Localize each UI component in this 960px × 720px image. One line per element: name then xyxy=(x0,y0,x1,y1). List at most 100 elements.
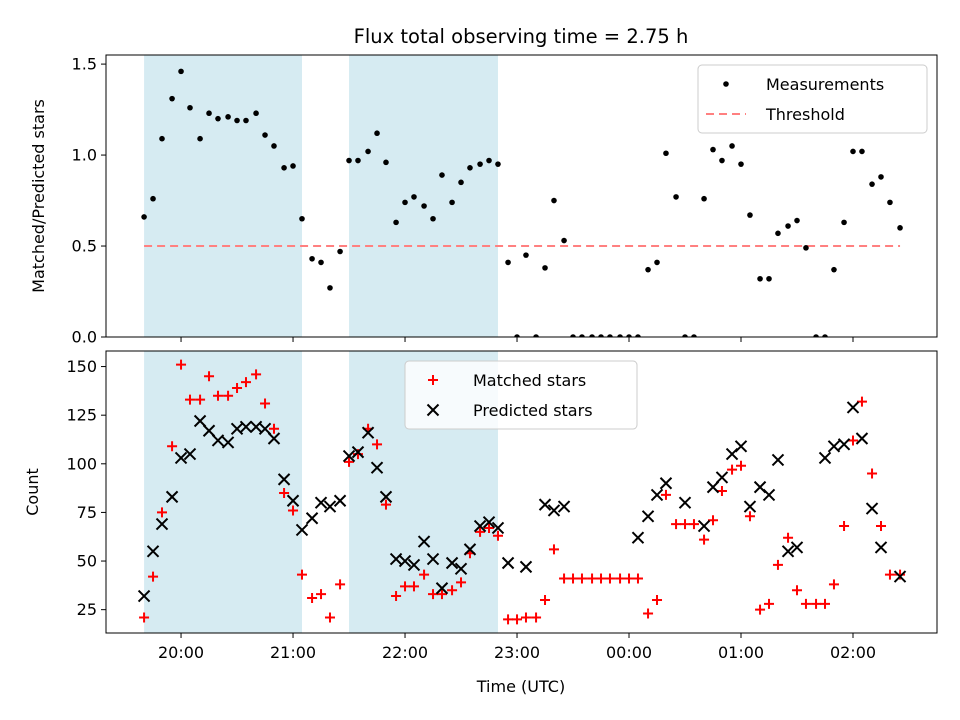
top-point-0-39 xyxy=(505,259,511,266)
bottom-legend-label-1: Predicted stars xyxy=(473,401,593,420)
top-point-0-37 xyxy=(486,157,492,164)
bottom-point-1-2 xyxy=(155,517,169,531)
bottom-point-0-34 xyxy=(456,577,467,588)
bottom-point-1-58 xyxy=(781,545,795,558)
x-tick-label-4: 00:00 xyxy=(606,643,652,662)
bottom-point-1-62 xyxy=(837,438,851,451)
bottom-point-0-17 xyxy=(296,569,307,580)
top-point-0-77 xyxy=(859,148,865,155)
top-y-tick-label-3: 1.5 xyxy=(72,55,97,74)
bottom-point-0-77 xyxy=(856,396,867,407)
x-tick-label-1: 21:00 xyxy=(270,643,316,662)
top-point-0-73 xyxy=(822,334,828,337)
bottom-point-0-70 xyxy=(792,585,803,596)
bottom-point-1-28 xyxy=(398,554,412,568)
bottom-point-0-76 xyxy=(848,435,859,446)
top-point-0-67 xyxy=(766,275,772,282)
bottom-point-1-43 xyxy=(557,500,571,513)
bottom-point-0-48 xyxy=(587,573,598,584)
bottom-point-1-38 xyxy=(491,521,505,535)
bottom-point-1-24 xyxy=(361,426,375,439)
x-axis-label: Time (UTC) xyxy=(476,677,565,696)
bottom-point-0-61 xyxy=(708,515,719,526)
top-point-0-29 xyxy=(411,194,417,200)
top-point-0-56 xyxy=(663,150,669,157)
bottom-point-1-56 xyxy=(762,488,776,502)
top-point-0-54 xyxy=(645,266,651,273)
top-point-0-52 xyxy=(626,334,632,337)
top-point-0-65 xyxy=(747,212,753,218)
bottom-point-0-73 xyxy=(820,598,831,609)
bottom-point-1-30 xyxy=(417,535,431,548)
bottom-point-1-66 xyxy=(874,541,888,554)
bottom-point-1-6 xyxy=(193,414,207,428)
top-point-0-33 xyxy=(449,199,455,206)
bottom-point-0-56 xyxy=(660,489,671,500)
bottom-point-1-13 xyxy=(258,422,272,436)
top-shaded-interval-1 xyxy=(349,55,498,337)
bottom-legend: Matched stars Predicted stars xyxy=(404,360,638,430)
bottom-point-1-22 xyxy=(342,449,356,463)
bottom-point-1-42 xyxy=(547,504,561,517)
bottom-point-0-6 xyxy=(195,394,206,405)
bottom-point-0-45 xyxy=(559,573,570,584)
bottom-point-0-80 xyxy=(884,569,895,580)
bottom-point-1-46 xyxy=(650,488,664,502)
bottom-point-0-65 xyxy=(744,511,755,522)
bottom-point-1-47 xyxy=(659,477,673,490)
top-point-0-15 xyxy=(281,165,287,171)
top-point-0-78 xyxy=(869,181,875,187)
top-y-tick-label-1: 0.5 xyxy=(72,237,97,256)
top-point-0-76 xyxy=(850,148,856,155)
bottom-point-0-10 xyxy=(232,382,243,393)
top-point-0-59 xyxy=(691,334,697,337)
bottom-point-0-9 xyxy=(223,390,234,401)
top-point-0-55 xyxy=(654,259,660,266)
bottom-point-1-45 xyxy=(641,510,655,523)
bottom-point-0-5 xyxy=(184,394,195,405)
bottom-point-1-21 xyxy=(333,494,347,507)
top-point-0-19 xyxy=(318,259,324,266)
bottom-point-1-5 xyxy=(183,447,197,461)
bottom-point-0-62 xyxy=(716,486,727,497)
bottom-point-1-35 xyxy=(463,543,477,556)
top-point-0-1 xyxy=(150,195,156,202)
bottom-point-0-14 xyxy=(268,423,279,434)
bottom-point-1-19 xyxy=(314,496,328,509)
bottom-point-0-1 xyxy=(148,571,159,582)
top-point-0-21 xyxy=(337,248,343,255)
bottom-point-0-66 xyxy=(755,604,766,615)
top-point-0-22 xyxy=(346,157,352,164)
top-point-0-47 xyxy=(579,334,585,337)
bottom-point-1-37 xyxy=(482,515,496,529)
bottom-point-0-51 xyxy=(615,573,626,584)
x-tick-label-6: 02:00 xyxy=(830,643,876,662)
top-point-0-79 xyxy=(878,174,884,180)
bottom-point-1-50 xyxy=(706,480,720,494)
top-point-0-75 xyxy=(841,219,847,226)
top-point-0-35 xyxy=(467,165,473,171)
bottom-point-1-49 xyxy=(697,519,711,533)
bottom-point-1-25 xyxy=(370,461,384,474)
top-point-0-38 xyxy=(495,161,501,167)
bottom-point-1-4 xyxy=(174,451,188,465)
bottom-point-0-3 xyxy=(167,441,178,452)
bottom-point-0-33 xyxy=(447,585,458,596)
bottom-point-1-11 xyxy=(239,420,253,434)
bottom-point-0-8 xyxy=(212,390,223,401)
bottom-y-tick-label-3: 100 xyxy=(66,454,97,473)
top-point-0-23 xyxy=(355,157,361,164)
top-point-0-71 xyxy=(803,245,809,251)
top-point-0-42 xyxy=(533,334,539,337)
top-point-0-41 xyxy=(523,252,529,258)
top-point-0-10 xyxy=(234,117,240,124)
bottom-point-0-36 xyxy=(475,526,486,537)
bottom-point-0-42 xyxy=(531,612,542,623)
bottom-point-0-27 xyxy=(391,591,402,602)
top-point-0-60 xyxy=(701,195,707,202)
top-point-0-4 xyxy=(178,68,184,75)
bottom-point-1-48 xyxy=(678,496,692,509)
bottom-point-1-1 xyxy=(146,545,160,558)
bottom-point-1-32 xyxy=(435,582,449,595)
top-point-0-49 xyxy=(598,334,604,337)
